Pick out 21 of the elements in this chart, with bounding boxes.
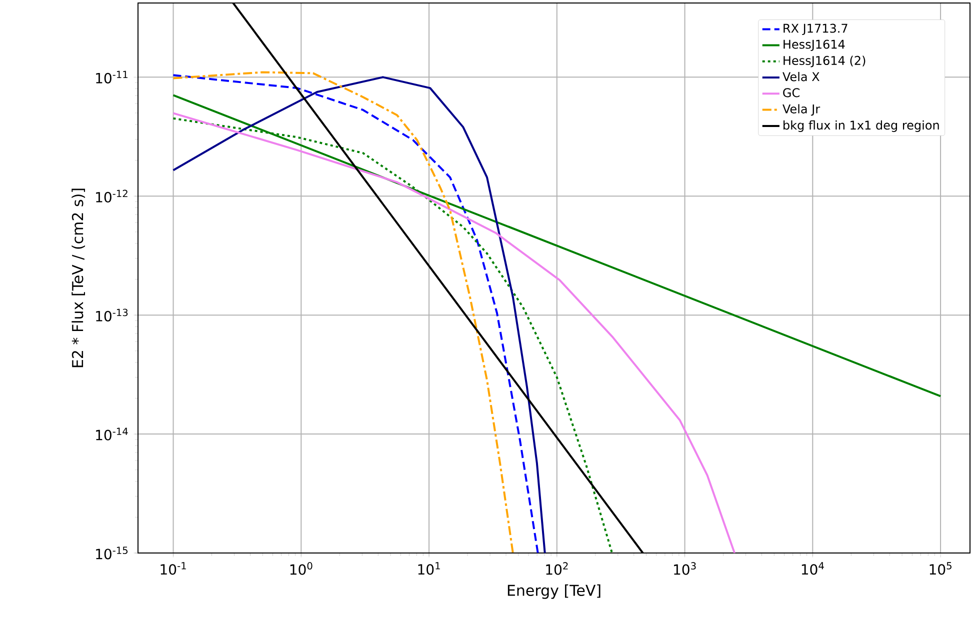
y-tick-label: 10$^{-11}$ (96, 70, 128, 84)
x-tick-label: 10$^{1}$ (418, 562, 440, 575)
y-tick-label: 10$^{-15}$ (96, 546, 128, 560)
y-axis-title: E2 * Flux [TeV / (cm2 s)] (72, 188, 86, 368)
legend-label: Vela Jr (782, 104, 820, 116)
y-tick-label: 10$^{-14}$ (96, 428, 128, 440)
legend-label: Vela X (782, 72, 820, 82)
y-tick-label: 10$^{-13}$ (96, 308, 128, 322)
legend-label: GC (783, 88, 800, 98)
y-tick-label: 10$^{-12}$ (96, 190, 128, 202)
x-tick-label: 10$^{2}$ (546, 562, 568, 575)
x-tick-label: 10$^{4}$ (802, 562, 824, 575)
legend-label: HessJ1614 (784, 40, 845, 52)
legend-label: HessJ1614 (2) (784, 56, 866, 68)
x-tick-label: 10$^{0}$ (290, 562, 312, 575)
x-tick-label: 10$^{-1}$ (160, 562, 186, 575)
x-axis-title: Energy [TeV] (508, 584, 600, 599)
legend-label: bkg flux in 1x1 deg region (784, 120, 939, 132)
x-tick-label: 10$^{3}$ (674, 562, 696, 575)
legend-label: RX J1713.7 (784, 24, 848, 36)
x-tick-label: 10$^{5}$ (930, 562, 952, 575)
